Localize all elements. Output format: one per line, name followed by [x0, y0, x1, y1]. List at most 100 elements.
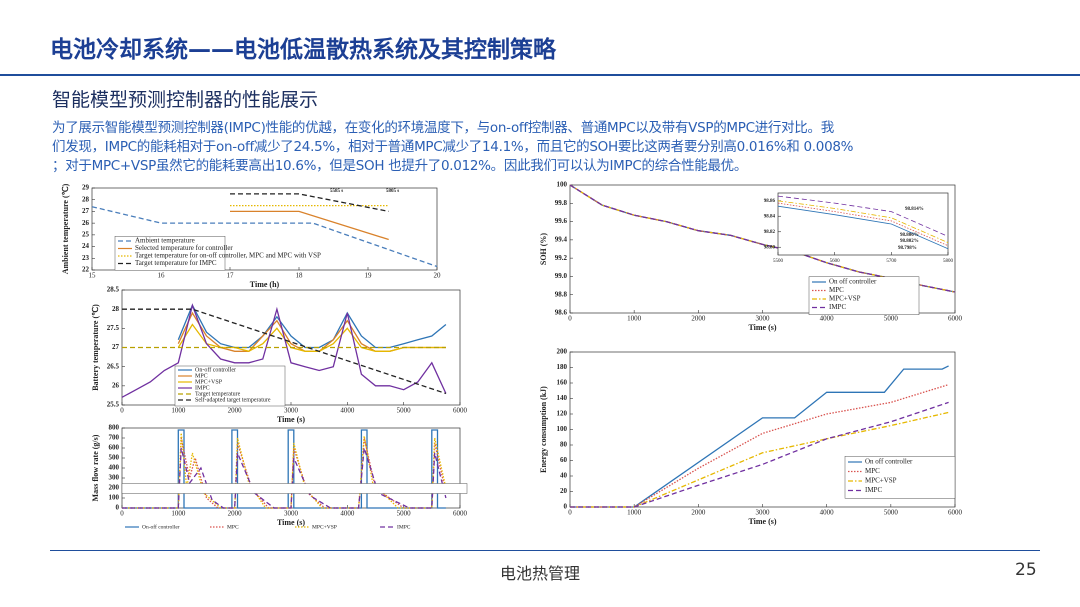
y-tick-label: 25.5: [107, 401, 120, 409]
x-axis-label: Time (s): [277, 518, 305, 527]
y-tick-label: 180: [557, 363, 568, 371]
legend-box: [121, 483, 468, 494]
paragraph-line: ；对于MPC+VSP虽然它的能耗要高出10.6%，但是SOH 也提升了0.012…: [52, 158, 748, 174]
x-tick-label: 4000: [820, 315, 835, 323]
rule: [0, 74, 1080, 76]
paragraph-line: 为了展示智能模型预测控制器(IMPC)性能的优越，在变化的环境温度下，与on-o…: [52, 120, 834, 136]
x-tick-label: 5000: [397, 510, 412, 518]
x-tick-label: 6000: [453, 510, 468, 518]
x-tick-label: 16: [158, 272, 166, 280]
x-tick-label: 3000: [284, 407, 299, 415]
legend-label: MPC: [865, 467, 880, 475]
x-tick-label: 5800: [943, 259, 954, 264]
x-axis-label: Time (h): [250, 280, 280, 289]
x-tick-label: 6000: [948, 315, 963, 323]
y-tick-label: 700: [109, 434, 120, 442]
series-line: [121, 303, 447, 398]
x-tick-label: 3000: [756, 509, 771, 517]
y-tick-label: 22: [82, 266, 90, 274]
y-tick-label: 800: [109, 424, 120, 432]
y-tick-label: 80: [560, 441, 568, 449]
y-tick-label: 200: [557, 348, 568, 356]
x-tick-label: 1000: [627, 509, 642, 517]
x-tick-label: 5700: [886, 259, 897, 264]
annotation: 98.798%: [898, 246, 917, 251]
y-tick-label: 98.86: [764, 199, 776, 204]
legend-box: [808, 276, 920, 315]
legend-label: MPC+VSP: [195, 379, 223, 385]
subtitle: 智能模型预测控制器的性能展示: [52, 89, 319, 111]
y-tick-label: 27: [112, 343, 120, 351]
legend-label: Target temperature: [195, 391, 241, 397]
y-tick-label: 25: [82, 230, 90, 238]
y-tick-label: 300: [109, 474, 120, 482]
y-tick-label: 140: [557, 394, 568, 402]
y-tick-label: 500: [109, 454, 120, 462]
footer-rule: [50, 550, 1040, 551]
x-tick-label: 4000: [340, 510, 355, 518]
series-line: [122, 437, 447, 509]
y-tick-label: 26: [82, 219, 90, 227]
legend-label: MPC+VSP: [829, 295, 861, 303]
series-line: [122, 429, 446, 509]
series-line: [230, 210, 389, 241]
legend-label: IMPC: [865, 486, 882, 494]
y-tick-label: 160: [557, 379, 568, 387]
legend-box: [174, 365, 286, 407]
y-tick-label: 99.2: [555, 254, 568, 262]
annotation: 5585 s: [330, 189, 343, 194]
legend-label: Selected temperature for controller: [135, 244, 233, 252]
y-tick-label: 29: [82, 184, 90, 192]
x-tick-label: 5000: [884, 509, 899, 517]
legend-label: Target temperature for on-off controller…: [135, 252, 321, 260]
y-tick-label: 100: [557, 425, 568, 433]
series-line: [177, 303, 447, 349]
series-line: [122, 432, 447, 509]
legend-label: MPC+VSP: [312, 524, 337, 530]
y-tick-label: 400: [109, 464, 120, 472]
legend-label: MPC: [227, 524, 239, 530]
slide-title: 电池冷却系统——电池低温散热系统及其控制策略: [50, 37, 556, 63]
footer: 电池热管理: [499, 564, 580, 583]
legend-label: On-off controller: [195, 366, 236, 373]
x-tick-label: 2000: [228, 407, 243, 415]
y-axis-label: SOH (%): [539, 233, 548, 266]
y-tick-label: 24: [82, 242, 90, 250]
y-tick-label: 99.6: [555, 217, 568, 225]
x-tick-label: 4000: [820, 509, 835, 517]
y-tick-label: 200: [109, 484, 120, 492]
x-tick-label: 1000: [171, 407, 186, 415]
x-tick-label: 6000: [453, 407, 468, 415]
legend-label: IMPC: [195, 385, 210, 391]
x-tick-label: 3000: [284, 510, 299, 518]
x-tick-label: 20: [434, 272, 442, 280]
annotation: 98.814%: [905, 207, 924, 212]
x-tick-label: 5000: [397, 407, 412, 415]
y-tick-label: 100: [109, 494, 120, 502]
y-tick-label: 120: [557, 410, 568, 418]
y-tick-label: 26.5: [107, 362, 120, 370]
y-tick-label: 27: [82, 207, 90, 215]
x-tick-label: 0: [120, 510, 124, 518]
x-tick-label: 17: [227, 272, 235, 280]
x-tick-label: 2000: [691, 315, 706, 323]
x-tick-label: 5500: [773, 259, 784, 264]
x-tick-label: 2000: [691, 509, 706, 517]
legend-label: On-off controller: [142, 523, 180, 530]
y-axis-label: Mass flow rate (g/s): [91, 434, 100, 501]
series-line: [570, 365, 949, 508]
paragraph-line: 们发现，IMPC的能耗相对于on-off减少了24.5%，相对于普通MPC减少了…: [52, 139, 854, 155]
y-tick-label: 98.8: [555, 290, 568, 298]
series-line: [122, 447, 447, 509]
y-tick-label: 100: [557, 181, 568, 189]
y-tick-label: 99.8: [555, 199, 568, 207]
y-tick-label: 23: [82, 254, 90, 262]
y-axis-label: Ambient temperature (℃): [61, 183, 70, 274]
series-line: [91, 206, 438, 268]
x-tick-label: 5000: [884, 315, 899, 323]
y-tick-label: 28: [82, 195, 90, 203]
y-tick-label: 99.4: [555, 235, 568, 243]
series-line: [777, 195, 949, 237]
x-tick-label: 19: [365, 272, 373, 280]
